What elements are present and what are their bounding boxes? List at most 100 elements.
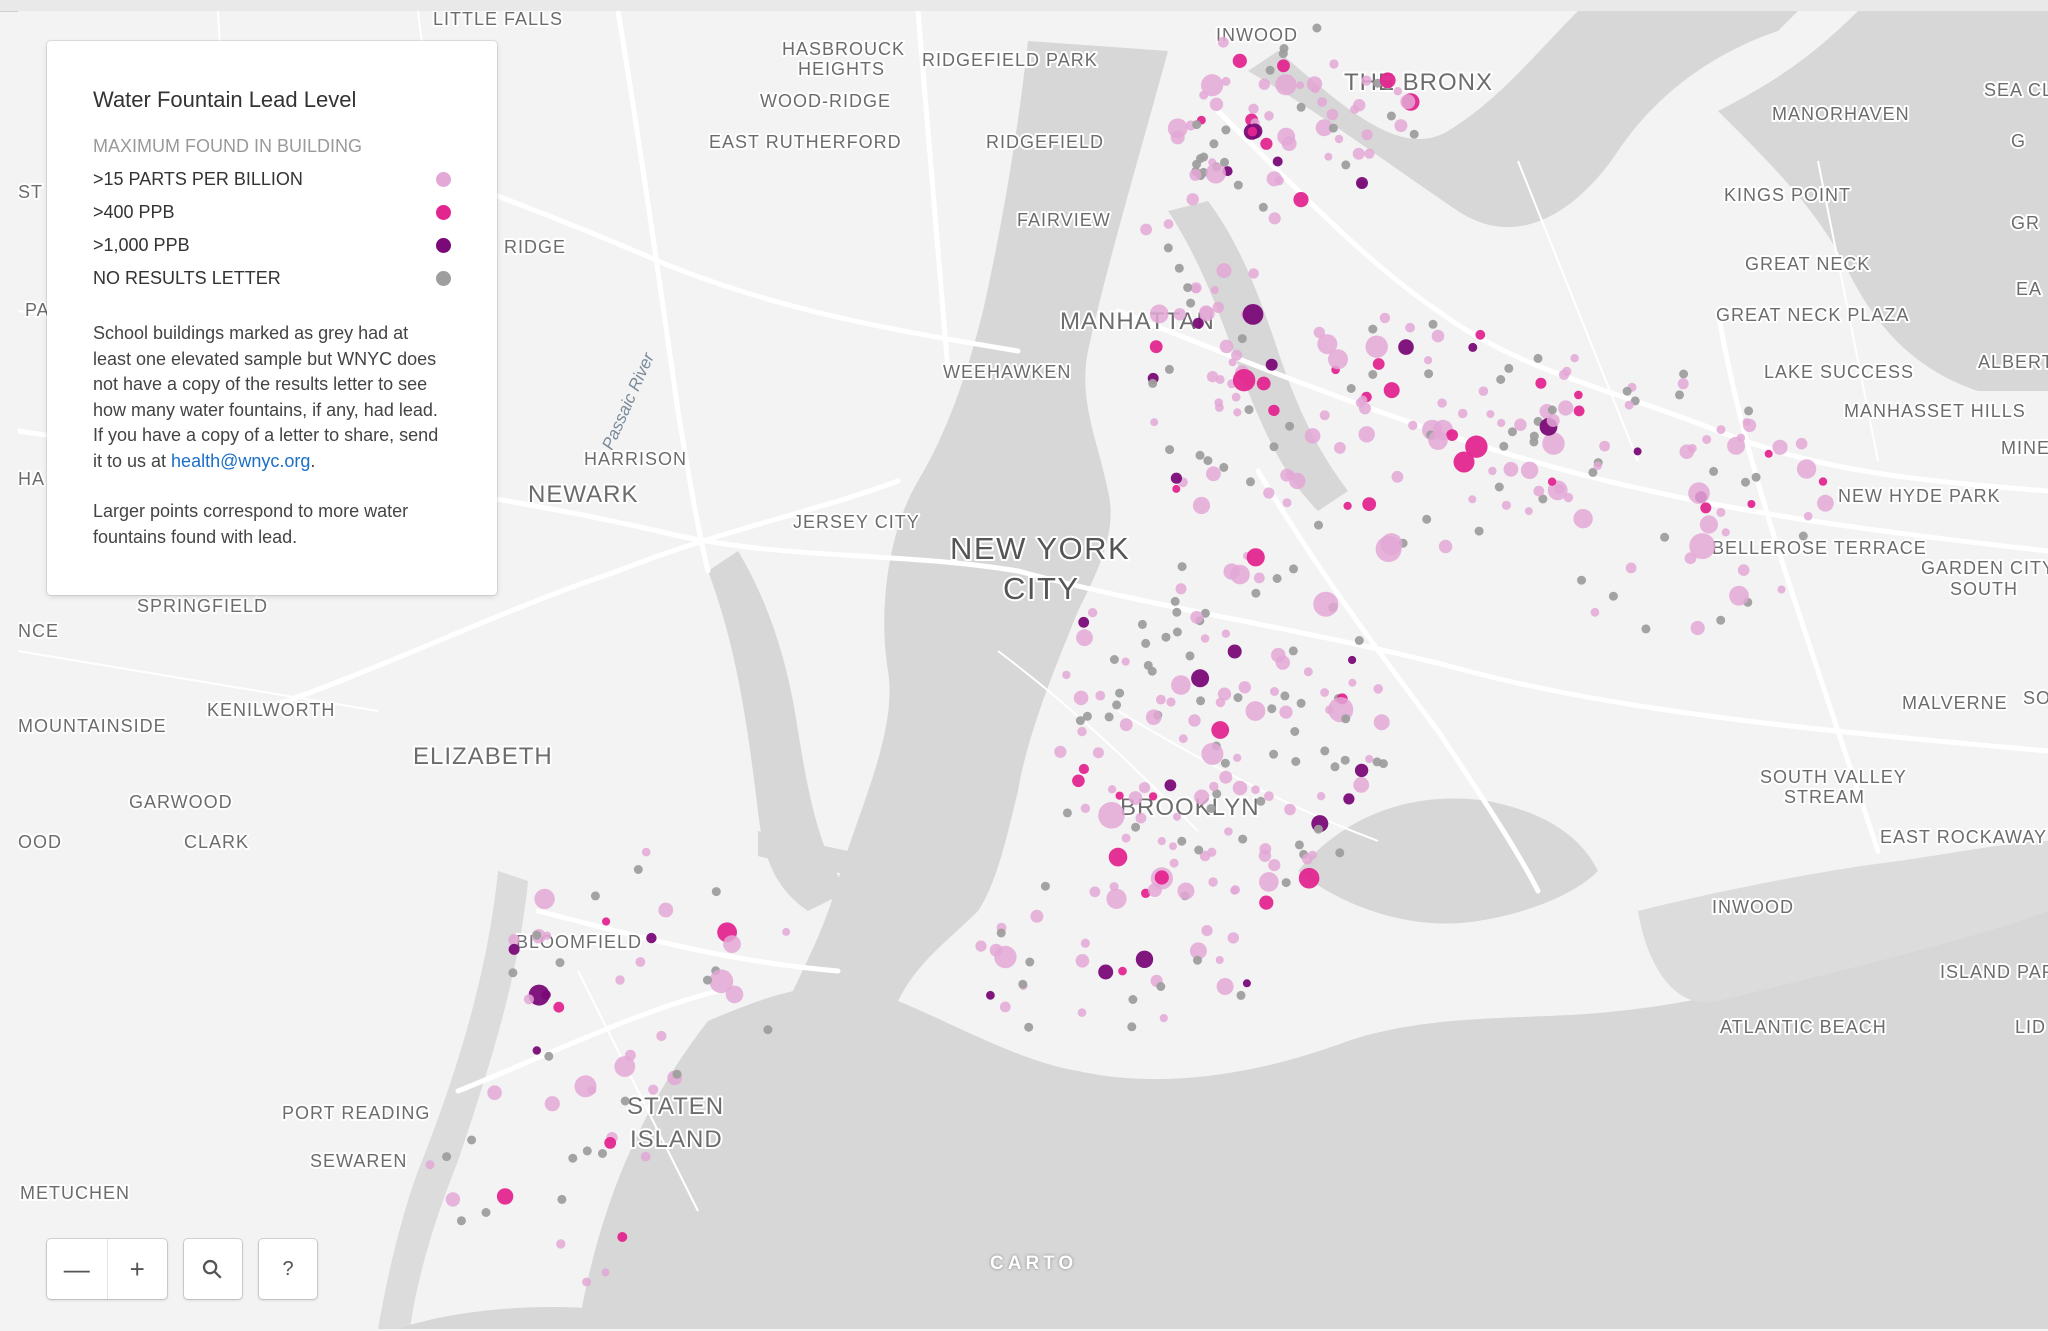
school-marker-light[interactable]: [1207, 847, 1217, 857]
school-marker-dark[interactable]: [1468, 342, 1478, 352]
school-marker-light[interactable]: [1200, 634, 1210, 643]
school-marker-light[interactable]: [544, 1096, 560, 1112]
school-marker-dark[interactable]: [1354, 763, 1369, 778]
school-marker-light[interactable]: [1199, 306, 1215, 322]
school-marker-light[interactable]: [1690, 620, 1705, 636]
school-marker-light[interactable]: [1313, 326, 1326, 339]
school-marker-grey[interactable]: [1164, 364, 1174, 374]
school-marker-grey[interactable]: [1741, 477, 1750, 487]
school-marker-light[interactable]: [1073, 690, 1089, 706]
school-marker-light[interactable]: [1189, 168, 1202, 181]
school-marker-mid[interactable]: [1260, 137, 1273, 150]
school-marker-light[interactable]: [1215, 956, 1224, 964]
school-marker-grey[interactable]: [1341, 160, 1351, 170]
school-marker-light[interactable]: [1209, 781, 1219, 792]
school-marker-mid[interactable]: [1747, 500, 1756, 508]
school-marker-light[interactable]: [1216, 263, 1232, 279]
school-marker-light[interactable]: [1317, 97, 1327, 107]
school-marker-grey[interactable]: [1082, 711, 1092, 721]
school-marker-grey[interactable]: [1504, 363, 1514, 373]
school-marker-grey[interactable]: [1291, 757, 1301, 766]
school-marker-light[interactable]: [1219, 770, 1233, 784]
school-marker-light[interactable]: [1251, 785, 1260, 794]
school-marker-light[interactable]: [1424, 356, 1433, 365]
school-marker-light[interactable]: [648, 1084, 659, 1095]
school-marker-light[interactable]: [1625, 562, 1637, 574]
school-marker-grey[interactable]: [711, 887, 721, 897]
school-marker-mid[interactable]: [1764, 449, 1773, 458]
school-marker-light[interactable]: [487, 1085, 502, 1100]
school-marker-light[interactable]: [1221, 629, 1231, 638]
school-marker-light[interactable]: [534, 888, 555, 910]
school-marker-light[interactable]: [523, 994, 534, 1005]
school-marker-mid[interactable]: [1172, 484, 1181, 493]
school-marker-light[interactable]: [1624, 400, 1634, 410]
school-marker-light[interactable]: [1365, 754, 1374, 764]
school-marker-light[interactable]: [1171, 675, 1191, 695]
school-marker-grey[interactable]: [1161, 632, 1171, 642]
school-marker-light[interactable]: [1437, 398, 1447, 408]
school-marker-light[interactable]: [1729, 585, 1749, 606]
school-marker-grey[interactable]: [1320, 746, 1330, 756]
school-marker-grey[interactable]: [1109, 655, 1119, 664]
school-marker-mid[interactable]: [1154, 870, 1169, 885]
school-marker-light[interactable]: [1233, 753, 1242, 763]
school-marker-light[interactable]: [1173, 308, 1186, 321]
school-marker-light[interactable]: [1795, 437, 1808, 450]
school-marker-grey[interactable]: [633, 865, 643, 874]
school-marker-light[interactable]: [1209, 97, 1224, 112]
school-marker-grey[interactable]: [1474, 526, 1484, 536]
school-marker-grey[interactable]: [1496, 375, 1506, 384]
school-marker-grey[interactable]: [1744, 406, 1754, 416]
school-marker-light[interactable]: [1431, 329, 1445, 343]
school-marker-light[interactable]: [1147, 883, 1162, 898]
school-marker-mid[interactable]: [1232, 369, 1256, 392]
school-marker-grey[interactable]: [1115, 688, 1125, 698]
school-marker-grey[interactable]: [1258, 202, 1268, 212]
school-marker-dark[interactable]: [1242, 304, 1264, 325]
school-marker-light[interactable]: [1599, 440, 1610, 452]
school-marker-dark[interactable]: [1170, 472, 1182, 484]
school-marker-light[interactable]: [425, 1160, 435, 1170]
school-marker-grey[interactable]: [1220, 157, 1229, 167]
school-marker-light[interactable]: [1150, 418, 1159, 427]
school-marker-light[interactable]: [1400, 94, 1416, 110]
school-marker-light[interactable]: [1593, 461, 1602, 471]
school-marker-light[interactable]: [1772, 439, 1788, 455]
school-marker-light[interactable]: [1121, 833, 1131, 843]
school-marker-grey[interactable]: [1246, 477, 1255, 487]
carto-attribution[interactable]: CARTO: [990, 1253, 1078, 1275]
school-marker-light[interactable]: [1190, 282, 1202, 294]
school-marker-light[interactable]: [1334, 442, 1346, 454]
school-marker-light[interactable]: [656, 1030, 667, 1042]
school-marker-grey[interactable]: [544, 1051, 554, 1061]
school-marker-light[interactable]: [1324, 152, 1333, 161]
school-marker-light[interactable]: [1169, 858, 1179, 868]
school-marker-light[interactable]: [1224, 827, 1233, 836]
school-marker-light[interactable]: [1438, 539, 1453, 554]
school-marker-light[interactable]: [1275, 74, 1297, 96]
school-marker-mid[interactable]: [1372, 358, 1385, 370]
school-marker-light[interactable]: [1138, 782, 1151, 794]
school-marker-light[interactable]: [1206, 371, 1219, 383]
school-marker-grey[interactable]: [1219, 462, 1229, 472]
school-marker-mid[interactable]: [1246, 548, 1265, 567]
school-marker-light[interactable]: [1428, 430, 1448, 451]
school-marker-light[interactable]: [1304, 428, 1321, 444]
school-marker-mid[interactable]: [1148, 792, 1158, 801]
help-button[interactable]: ?: [259, 1239, 317, 1299]
search-button[interactable]: ⚲: [184, 1239, 242, 1299]
school-marker-dark[interactable]: [1098, 964, 1114, 980]
school-marker-grey[interactable]: [1209, 139, 1219, 149]
school-marker-light[interactable]: [1215, 403, 1224, 412]
school-marker-light[interactable]: [1524, 507, 1533, 516]
school-marker-grey[interactable]: [1075, 716, 1085, 726]
school-marker-light[interactable]: [1175, 583, 1187, 595]
school-marker-light[interactable]: [1379, 312, 1391, 324]
school-marker-light[interactable]: [1391, 470, 1404, 483]
school-marker-grey[interactable]: [1328, 123, 1338, 133]
school-marker-grey[interactable]: [1507, 427, 1517, 437]
school-marker-light[interactable]: [1373, 684, 1383, 694]
school-marker-light[interactable]: [1219, 339, 1234, 354]
school-marker-light[interactable]: [1689, 533, 1716, 560]
